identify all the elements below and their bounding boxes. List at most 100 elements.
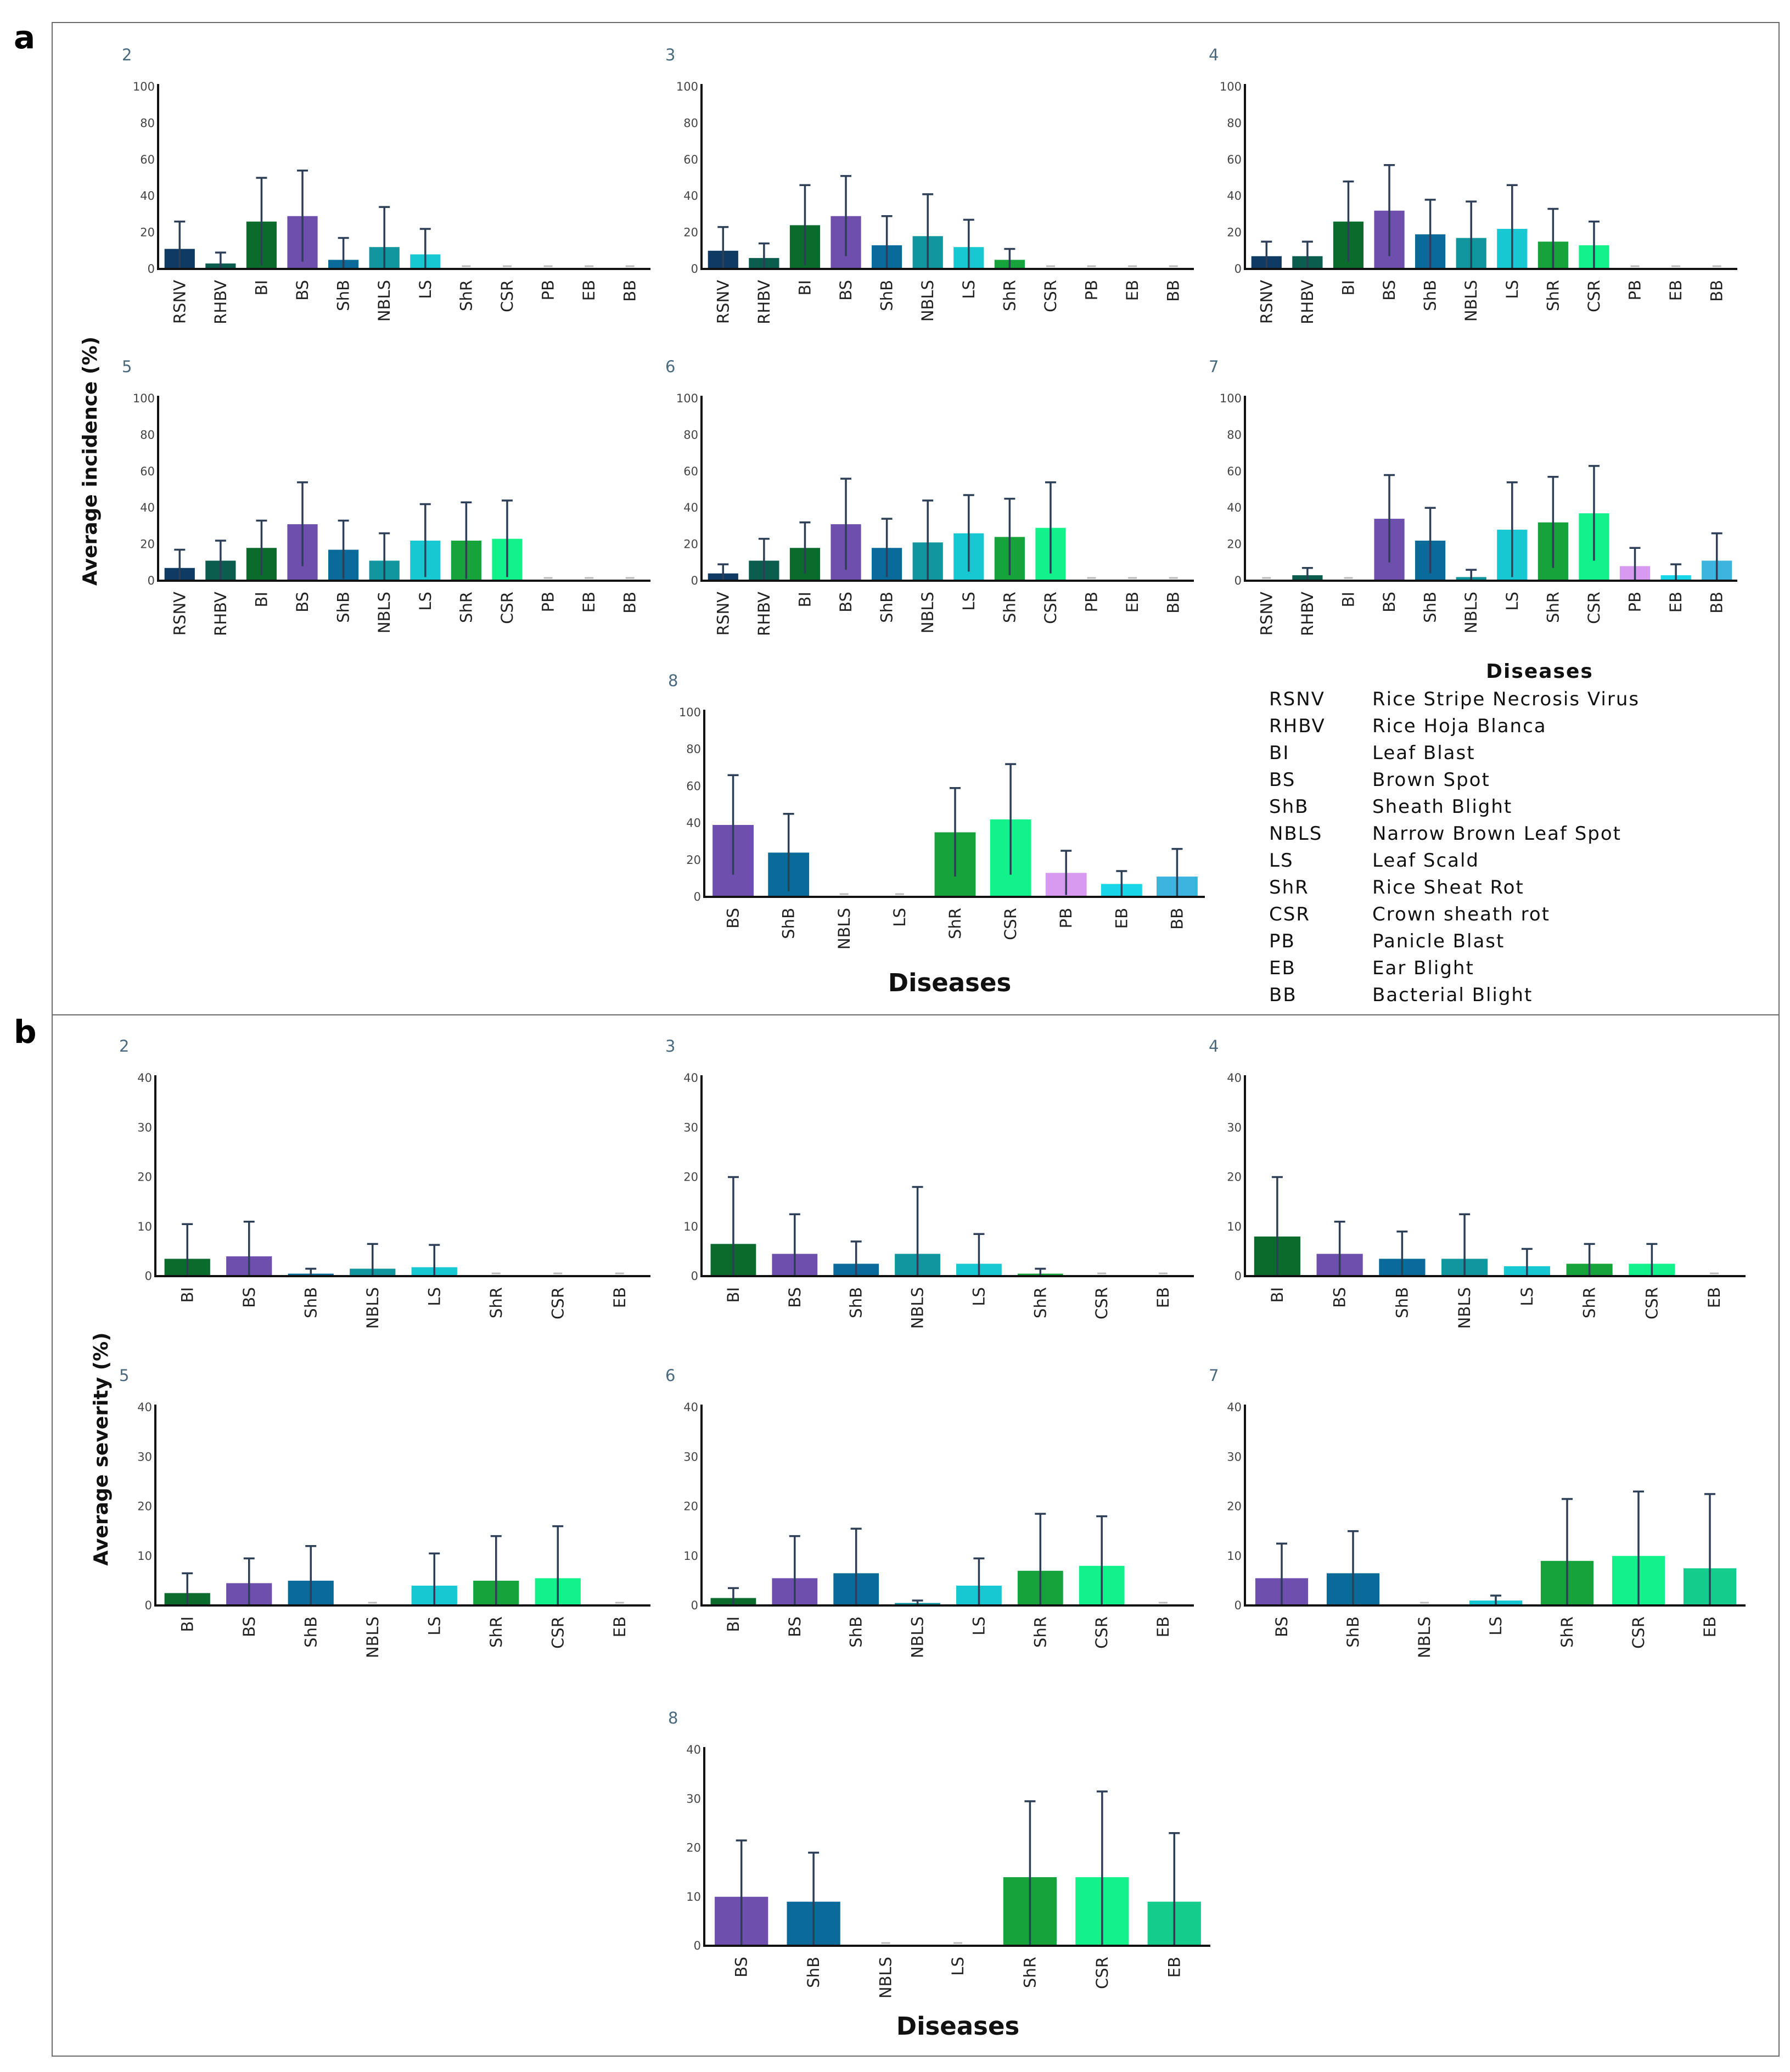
- y-tick-label: 100: [1220, 392, 1242, 405]
- y-tick-label: 40: [683, 501, 698, 514]
- x-tick-label: ShB: [847, 1616, 866, 1648]
- y-tick-label: 30: [683, 1121, 698, 1134]
- x-tick-label: BB: [621, 592, 639, 614]
- panel-b-x-title: Diseases: [896, 2012, 1020, 2041]
- x-tick-label: BS: [1331, 1287, 1349, 1308]
- legend-name: Sheath Blight: [1372, 796, 1512, 818]
- x-tick-label: RSNV: [714, 280, 732, 324]
- axes: [1244, 1405, 1746, 1607]
- y-tick-label: 30: [686, 1792, 701, 1805]
- x-tick-label: CSR: [1642, 1287, 1661, 1319]
- legend-name: Narrow Brown Leaf Spot: [1372, 823, 1621, 845]
- x-tick-label: BS: [785, 1616, 804, 1637]
- y-tick-label: 10: [683, 1549, 698, 1563]
- x-tick-label: RHBV: [1298, 592, 1317, 636]
- y-tick-label: 20: [686, 1841, 701, 1855]
- y-tick-label: 0: [694, 890, 701, 903]
- y-tick-label: 0: [691, 262, 698, 276]
- y-tick-label: 60: [683, 465, 698, 478]
- x-tick-label: EB: [1666, 592, 1685, 613]
- x-tick-label: CSR: [1093, 1957, 1112, 1989]
- x-tick-label: EB: [1123, 592, 1142, 613]
- x-tick-label: RSNV: [714, 592, 732, 636]
- x-tick-label: PB: [539, 592, 558, 612]
- y-tick-label: 40: [1227, 501, 1242, 514]
- chart-b-5: 5 0 10 20 30 40 BI BS ShB NBLS LS ShR CSR EB: [119, 1366, 650, 1658]
- x-tick-label: BS: [732, 1957, 751, 1978]
- x-tick-label: ShR: [1000, 592, 1019, 623]
- x-tick-label: NBLS: [1462, 280, 1480, 322]
- x-tick-label: BB: [621, 280, 639, 302]
- x-tick-label: BI: [724, 1287, 743, 1302]
- x-tick-label: ShR: [1558, 1616, 1576, 1648]
- y-tick-label: 80: [683, 428, 698, 441]
- x-tick-label: EB: [1666, 280, 1685, 301]
- legend-name: Ear Blight: [1372, 957, 1474, 979]
- x-tick-label: BB: [1164, 280, 1183, 302]
- x-tick-label: BI: [1339, 280, 1357, 295]
- legend-abbr: RHBV: [1269, 715, 1326, 737]
- x-tick-label: ShR: [1000, 280, 1019, 311]
- x-tick-label: ShB: [878, 280, 896, 311]
- x-tick-label: BI: [795, 280, 814, 295]
- x-tick-label: BI: [252, 280, 271, 295]
- x-tick-label: ShR: [457, 280, 475, 311]
- x-tick-label: ShB: [334, 592, 353, 623]
- legend-abbr: BI: [1269, 742, 1289, 764]
- x-tick-label: BB: [1708, 280, 1726, 302]
- x-tick-label: CSR: [1629, 1616, 1648, 1649]
- y-tick-label: 30: [137, 1121, 152, 1134]
- panel-a-frame: [52, 22, 1780, 1015]
- panel-b-y-title: Average severity (%): [90, 1332, 113, 1565]
- x-tick-label: BI: [252, 592, 271, 607]
- axes: [700, 1405, 1194, 1607]
- x-tick-label: BS: [293, 592, 312, 613]
- chart-title: 2: [122, 46, 132, 64]
- chart-title: 8: [668, 671, 678, 690]
- y-tick-label: 40: [137, 1071, 152, 1085]
- x-tick-label: NBLS: [918, 592, 937, 633]
- x-tick-label: NBLS: [363, 1616, 382, 1658]
- y-tick-label: 0: [148, 574, 155, 587]
- y-tick-label: 0: [1235, 1270, 1242, 1283]
- axes: [1244, 1075, 1746, 1277]
- legend-name: Rice Hoja Blanca: [1372, 715, 1547, 737]
- chart-title: 5: [122, 357, 132, 376]
- legend-abbr: LS: [1269, 850, 1294, 872]
- panel-a-x-title: Diseases: [888, 968, 1012, 997]
- x-tick-label: ShR: [1544, 592, 1562, 623]
- x-tick-label: NBLS: [375, 592, 394, 633]
- y-tick-label: 0: [691, 1599, 698, 1612]
- y-tick-label: 0: [145, 1599, 152, 1612]
- axes: [157, 84, 650, 270]
- y-tick-label: 10: [137, 1549, 152, 1563]
- chart-title: 4: [1209, 46, 1219, 64]
- x-tick-label: LS: [969, 1616, 988, 1636]
- y-tick-label: 30: [137, 1450, 152, 1463]
- x-tick-label: EB: [1705, 1287, 1724, 1308]
- chart-title: 5: [119, 1366, 129, 1385]
- y-tick-label: 20: [1227, 1500, 1242, 1513]
- x-tick-label: CSR: [1041, 592, 1060, 624]
- y-tick-label: 20: [683, 538, 698, 551]
- legend-name: Crown sheath rot: [1372, 903, 1550, 925]
- y-tick-label: 10: [1227, 1220, 1242, 1233]
- x-tick-label: ShR: [487, 1616, 506, 1648]
- x-tick-label: BS: [240, 1616, 259, 1637]
- x-tick-label: ShR: [1031, 1287, 1050, 1318]
- x-tick-label: PB: [1626, 280, 1645, 300]
- x-tick-label: BB: [1164, 592, 1183, 614]
- x-tick-label: ShB: [847, 1287, 866, 1318]
- y-tick-label: 20: [683, 1500, 698, 1513]
- x-tick-label: ShB: [1421, 592, 1440, 623]
- y-tick-label: 100: [676, 80, 698, 93]
- x-tick-label: ShB: [1393, 1287, 1411, 1318]
- x-tick-label: RHBV: [755, 280, 773, 324]
- y-tick-label: 0: [148, 262, 155, 276]
- x-tick-label: CSR: [498, 280, 517, 312]
- x-tick-label: LS: [1518, 1287, 1536, 1306]
